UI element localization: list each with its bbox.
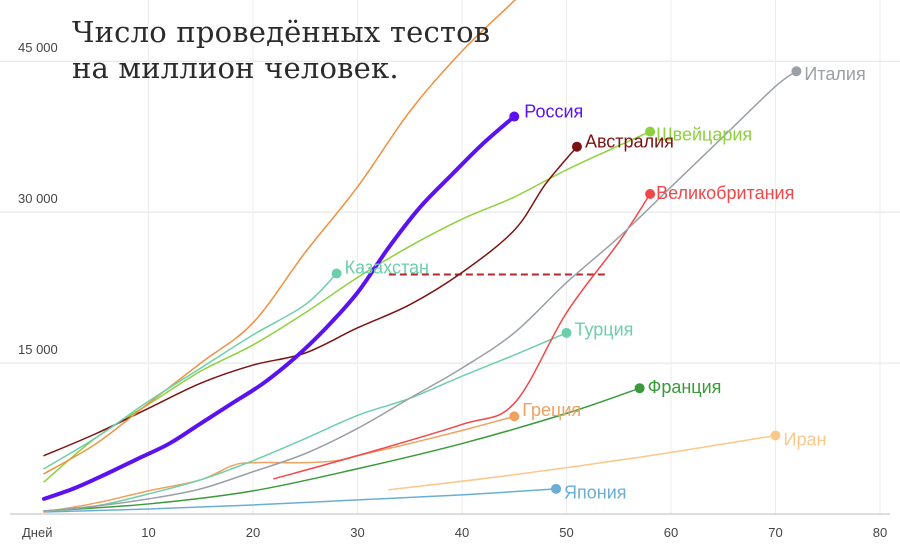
series-line-италия bbox=[43, 70, 798, 512]
series-line-япония bbox=[43, 488, 557, 513]
series-end-dot-австралия bbox=[571, 141, 582, 152]
series-end-dot-турция bbox=[561, 327, 572, 338]
series-label-великобритания: Великобритания bbox=[656, 183, 794, 203]
series-end-dot-франция bbox=[634, 383, 645, 394]
series-line-россия bbox=[42, 114, 517, 501]
series-label-япония: Япония bbox=[564, 483, 627, 503]
series-end-dot-россия bbox=[509, 111, 520, 122]
series-line-израиль bbox=[43, 0, 517, 475]
series-label-казахстан: Казахстан bbox=[345, 257, 429, 277]
series-label-турция: Турция bbox=[575, 320, 634, 340]
axes: 15 000 30 000 45 000 10 20 30 40 50 60 70 80 Дней bbox=[10, 40, 890, 540]
x-tick-label-50: 50 bbox=[559, 525, 573, 540]
series-line-турция bbox=[43, 332, 568, 512]
series-label-россия: Россия bbox=[524, 101, 583, 121]
y-tick-label-15000: 15 000 bbox=[18, 342, 58, 357]
chart-title: Число проведённых тестов на миллион чело… bbox=[72, 14, 552, 86]
x-tick-label-30: 30 bbox=[350, 525, 364, 540]
series-end-dot-казахстан bbox=[331, 268, 342, 279]
y-tick-label-30000: 30 000 bbox=[18, 191, 58, 206]
series-line-швейцария bbox=[43, 130, 651, 483]
series-end-dot-греция bbox=[509, 411, 520, 422]
series-line-австралия bbox=[43, 145, 578, 457]
series-line-казахстан bbox=[43, 272, 338, 470]
series-labels-group: Иран Япония Греция Франция Турция Великобрита… bbox=[345, 64, 866, 503]
series-line-франция bbox=[43, 387, 641, 512]
series-end-dot-великобритания bbox=[645, 189, 656, 200]
x-tick-label-10: 10 bbox=[141, 525, 155, 540]
x-tick-label-20: 20 bbox=[246, 525, 260, 540]
chart-title-line-2: на миллион человек. bbox=[72, 51, 399, 85]
series-end-dot-италия bbox=[791, 66, 802, 77]
series-label-швейцария: Швейцария bbox=[656, 124, 752, 144]
series-label-италия: Италия bbox=[804, 64, 865, 84]
y-tick-label-45000: 45 000 bbox=[18, 40, 58, 55]
series-label-греция: Греция bbox=[522, 400, 581, 420]
x-tick-label-40: 40 bbox=[455, 525, 469, 540]
series-line-великобритания bbox=[273, 193, 651, 480]
series-end-dot-швейцария bbox=[645, 126, 656, 137]
series-group bbox=[42, 0, 802, 513]
series-label-франция: Франция bbox=[648, 377, 722, 397]
series-line-иран bbox=[388, 434, 777, 491]
x-axis-label: Дней bbox=[22, 525, 52, 540]
series-label-иран: Иран bbox=[784, 429, 827, 449]
series-end-dot-япония bbox=[551, 483, 562, 494]
x-tick-label-80: 80 bbox=[873, 525, 887, 540]
series-end-dot-иран bbox=[770, 430, 781, 441]
x-tick-label-70: 70 bbox=[768, 525, 782, 540]
chart-title-line-1: Число проведённых тестов bbox=[72, 15, 491, 49]
x-tick-label-60: 60 bbox=[664, 525, 678, 540]
series-label-австралия: Австралия bbox=[585, 131, 674, 151]
